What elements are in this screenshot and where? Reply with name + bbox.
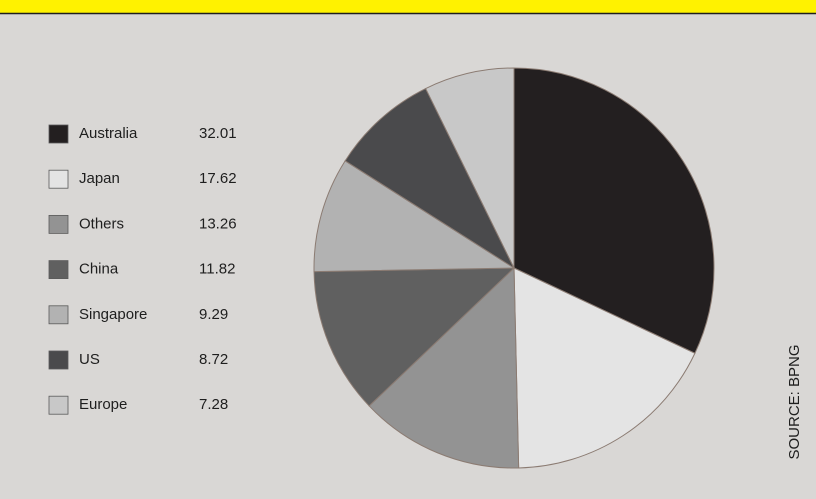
legend-value: 11.82 <box>199 261 235 278</box>
legend-swatch <box>48 350 69 370</box>
legend-label: Japan <box>79 170 120 187</box>
pie-slice <box>313 267 516 407</box>
pie-slice <box>313 160 516 273</box>
legend-label: China <box>79 261 119 278</box>
legend-swatch <box>48 395 69 415</box>
legend-label: Singapore <box>79 306 147 323</box>
legend-value: 13.26 <box>199 215 237 232</box>
legend-swatch <box>48 305 69 325</box>
pie-slice <box>513 67 715 354</box>
legend-value: 17.62 <box>199 170 237 187</box>
legend-swatch <box>48 260 69 280</box>
legend-swatch <box>48 124 69 144</box>
legend-label: US <box>79 351 100 368</box>
legend-value: 7.28 <box>199 396 228 413</box>
legend-label: Australia <box>79 125 138 142</box>
legend-value: 8.72 <box>199 351 228 368</box>
source-label: SOURCE: BPNG <box>786 344 803 459</box>
legend-label: Others <box>79 215 124 232</box>
header-band <box>0 0 816 13</box>
legend-value: 9.29 <box>199 306 228 323</box>
legend-label: Europe <box>79 396 127 413</box>
pie-slice <box>513 267 696 469</box>
legend-swatch <box>48 214 69 234</box>
legend-value: 32.01 <box>199 125 237 142</box>
pie-slice <box>344 87 516 270</box>
legend-swatch <box>48 169 69 189</box>
pie-slice <box>425 67 515 269</box>
pie-slice <box>368 266 520 469</box>
